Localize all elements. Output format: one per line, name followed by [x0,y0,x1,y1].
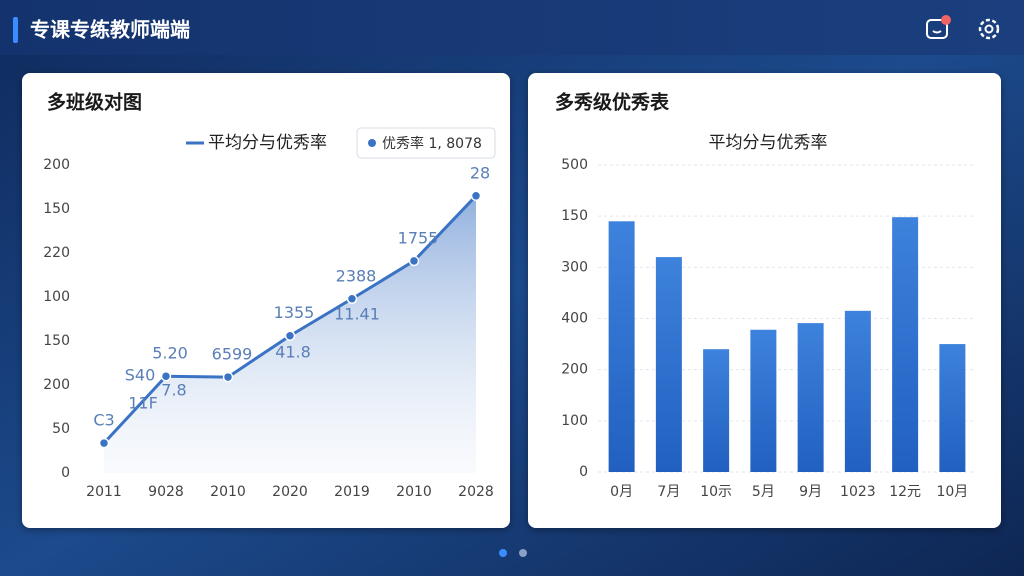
point [98,437,110,449]
bar [608,221,635,472]
y-tick-label: 150 [43,333,70,349]
x-tick-label: 2010 [396,484,432,500]
x-tick-label: 10示 [700,484,732,500]
legend-box-label: 优秀率 1, 8078 [382,135,482,152]
bar [892,217,919,472]
x-tick-label: 9月 [799,484,822,500]
chart-subtitle: 平均分与优秀率 [709,133,828,153]
data-note: 7.8 [161,381,186,400]
x-tick-label: 2020 [272,484,308,500]
bar [939,344,966,472]
y-tick-label: 0 [61,465,70,481]
y-tick-label: 300 [561,259,588,275]
x-tick-label: 2010 [210,484,246,500]
y-tick-label: 50 [52,421,70,437]
legend-dot [368,139,376,147]
bar [844,310,871,472]
data-note: 41.8 [275,343,311,362]
header-bar [0,0,1024,55]
bar [750,329,777,472]
data-label: 1755 [398,228,439,247]
page-dot[interactable] [519,549,527,557]
y-tick-label: 100 [43,289,70,305]
data-label: 5.20 [152,344,188,363]
y-tick-label: 200 [43,157,70,173]
settings-icon[interactable] [978,18,1000,40]
legend-box [356,127,496,159]
bar [703,349,730,472]
point [284,330,296,341]
chart-title: 多班级对图 [47,91,142,114]
x-tick-label: 2028 [458,484,494,500]
y-tick-label: 400 [561,311,588,327]
data-label: C3 [93,411,114,430]
x-tick-label: 0月 [610,484,633,500]
data-note: 11.41 [334,305,380,324]
message-icon[interactable] [926,15,951,39]
y-tick-label: 500 [561,157,588,173]
area [104,195,476,474]
y-tick-label: 200 [561,362,588,378]
data-note: S40 [125,366,156,385]
title-accent [13,17,18,43]
point [346,293,358,305]
card [528,73,1001,528]
app-title: 专课专练教师端端 [30,18,190,42]
bar [797,323,824,472]
data-label: 6599 [212,345,253,364]
chart-title: 多秀级优秀表 [555,91,670,114]
y-tick-label: 0 [579,464,588,480]
x-tick-label: 10月 [936,484,968,500]
x-tick-label: 2019 [334,484,370,500]
y-tick-label: 220 [43,245,70,261]
point [222,371,234,383]
data-note: 11F [128,394,158,413]
point [160,370,172,382]
y-tick-label: 100 [561,413,588,429]
page-dot-active[interactable] [499,549,507,557]
y-tick-label: 200 [43,377,70,393]
y-tick-label: 150 [43,201,70,217]
y-tick-label: 150 [561,208,588,224]
point [408,255,420,267]
point [470,190,482,202]
data-label: 1355 [274,303,315,322]
bar [655,257,682,472]
x-tick-label: 9028 [148,484,184,500]
x-tick-label: 12元 [889,484,921,500]
data-label: 2388 [336,266,377,285]
x-tick-label: 1023 [840,484,876,500]
data-label: 28 [470,163,490,182]
x-tick-label: 2011 [86,484,122,500]
x-tick-label: 5月 [752,484,775,500]
legend-label: 平均分与优秀率 [208,133,327,153]
x-tick-label: 7月 [657,484,680,500]
